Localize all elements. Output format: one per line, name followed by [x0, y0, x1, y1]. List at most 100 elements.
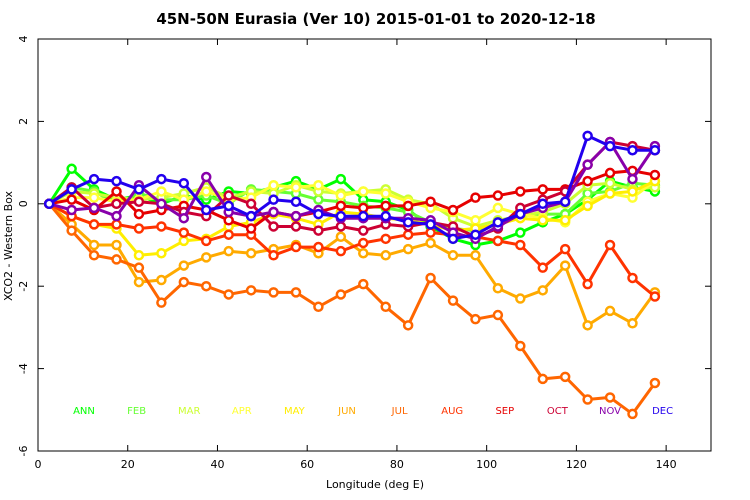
- data-point: [66, 225, 77, 236]
- data-point: [515, 340, 526, 352]
- data-point: [627, 144, 638, 156]
- data-point: [66, 194, 77, 205]
- data-point: [425, 227, 436, 238]
- data-point: [111, 219, 122, 230]
- data-point: [156, 186, 167, 197]
- data-point: [604, 167, 616, 179]
- data-point: [425, 237, 436, 249]
- data-point: [358, 202, 369, 214]
- data-point: [178, 212, 190, 224]
- data-point: [402, 243, 414, 255]
- data-point: [290, 287, 302, 298]
- data-point: [335, 231, 347, 243]
- data-point: [425, 272, 436, 284]
- data-point: [290, 241, 302, 253]
- data-point: [380, 188, 391, 199]
- data-point: [492, 190, 504, 201]
- data-point: [358, 237, 369, 249]
- chart-title: 45N-50N Eurasia (Ver 10) 2015-01-01 to 2…: [156, 10, 595, 28]
- series-dec: [43, 130, 661, 245]
- y-tick-label: 4: [17, 36, 30, 43]
- data-point: [537, 262, 548, 273]
- data-point: [290, 182, 302, 193]
- data-point: [604, 140, 616, 152]
- series-line-jul: [48, 202, 657, 416]
- x-tick-label: 60: [300, 458, 314, 471]
- data-point: [582, 278, 593, 290]
- data-point: [245, 223, 257, 234]
- data-point: [156, 274, 167, 286]
- data-point: [201, 280, 212, 292]
- data-point: [111, 186, 122, 197]
- series-line-jun: [48, 202, 657, 327]
- data-point: [201, 252, 212, 263]
- data-point: [447, 204, 459, 216]
- data-point: [88, 202, 100, 214]
- data-point: [402, 229, 414, 240]
- data-point: [604, 188, 616, 199]
- data-point: [358, 225, 369, 236]
- data-point: [201, 171, 212, 183]
- y-axis-ticks: -6 -4 -2 0 2 4: [17, 36, 711, 456]
- data-point: [402, 320, 414, 331]
- data-point: [627, 408, 638, 420]
- data-point: [111, 175, 122, 187]
- data-point: [133, 196, 145, 207]
- data-point: [582, 200, 593, 212]
- legend-entry-oct: OCT: [547, 406, 569, 417]
- data-point: [627, 173, 638, 185]
- data-point: [178, 227, 190, 238]
- data-point: [537, 373, 548, 385]
- data-point: [111, 254, 122, 265]
- legend-entry-aug: AUG: [441, 406, 463, 417]
- data-point: [515, 186, 526, 197]
- series-jul: [43, 198, 661, 420]
- x-tick-label: 120: [566, 458, 587, 471]
- data-point: [537, 285, 548, 296]
- data-point: [111, 210, 122, 222]
- data-point: [515, 227, 526, 238]
- data-point: [335, 173, 347, 185]
- data-point: [335, 289, 347, 300]
- data-point: [425, 219, 436, 230]
- data-point: [290, 221, 302, 232]
- data-point: [223, 215, 234, 226]
- data-point: [358, 210, 369, 222]
- data-point: [290, 210, 302, 222]
- data-point: [268, 180, 279, 191]
- data-point: [380, 250, 391, 261]
- data-point: [245, 247, 257, 259]
- data-point: [268, 194, 279, 205]
- data-point: [245, 285, 257, 296]
- legend: ANN FEB MAR APR MAY JUN JUL AUG SEP OCT NOV DEC: [73, 406, 673, 417]
- data-point: [649, 169, 661, 181]
- data-point: [201, 235, 212, 247]
- legend-entry-nov: NOV: [599, 406, 621, 417]
- data-point: [245, 210, 257, 222]
- data-point: [223, 200, 234, 212]
- data-point: [268, 206, 279, 218]
- data-point: [492, 309, 504, 321]
- data-point: [470, 215, 481, 226]
- data-point: [268, 287, 279, 298]
- data-point: [178, 235, 190, 247]
- data-point: [380, 233, 391, 245]
- x-tick-label: 0: [35, 458, 42, 471]
- data-point: [627, 272, 638, 284]
- data-point: [156, 221, 167, 232]
- legend-entry-jul: JUL: [391, 406, 408, 417]
- data-point: [447, 295, 459, 306]
- y-axis-label: XCO2 - Western Box: [2, 190, 15, 301]
- data-point: [559, 260, 571, 271]
- data-point: [627, 186, 638, 197]
- series-line-nov: [48, 140, 657, 241]
- data-point: [313, 225, 324, 236]
- data-point: [43, 198, 55, 210]
- series-line-dec: [48, 134, 655, 241]
- data-point: [133, 262, 145, 273]
- legend-entry-dec: DEC: [652, 406, 673, 417]
- data-point: [133, 223, 145, 234]
- data-point: [559, 243, 571, 255]
- data-point: [537, 198, 548, 210]
- data-point: [88, 192, 100, 203]
